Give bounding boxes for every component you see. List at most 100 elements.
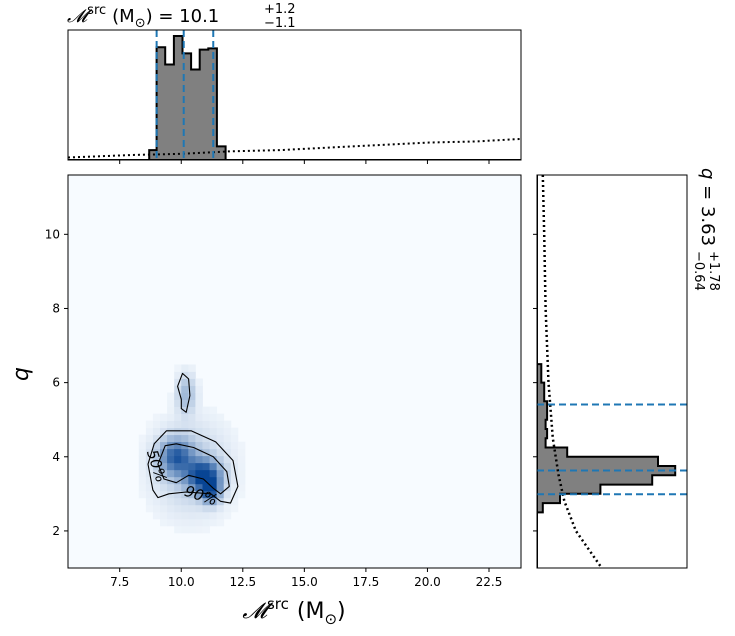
density-cell [188,406,196,415]
contour-line-50pct [157,443,230,495]
density-cell [209,406,218,415]
density-cell [195,455,203,464]
density-cell [223,504,232,513]
density-cell [152,427,161,436]
density-cell [174,392,182,400]
density-cell [223,490,232,499]
density-cell [152,504,161,513]
density-cell [160,455,168,464]
density-cell [167,420,175,429]
density-cell [209,483,218,492]
density-cell [167,469,175,478]
joint-background [68,175,521,568]
density-cell [167,504,175,513]
top-title-lower-error: −1.1 [264,16,296,31]
density-cell [152,420,161,429]
density-cell [195,504,203,513]
density-cell [237,490,246,499]
density-cell [202,469,210,478]
density-cell [223,420,232,429]
density-cell [202,441,210,450]
density-cell [195,427,203,436]
density-cell [202,525,210,534]
density-cell [230,504,239,513]
density-cell [209,511,218,520]
density-cell [167,455,175,464]
right-title-lower-error: −0.64 [691,251,706,291]
top-marginal-ticks [119,160,490,164]
density-cell [167,392,175,400]
density-cell [138,455,147,464]
right-marginal-title: q = 3.63 +1.78 −0.64 [691,168,721,291]
density-cell [160,427,168,436]
density-cell [181,378,189,386]
density-cell [174,427,182,436]
density-cell [188,399,196,407]
density-cell [181,406,189,415]
density-cell [181,476,189,485]
y-tick-label: 10 [45,227,60,241]
density-cell [202,476,210,485]
density-cell [209,455,218,464]
density-cell [195,406,203,415]
density-cell [145,490,154,499]
density-cell [195,462,203,471]
right-title-main: q = 3.63 [697,168,718,246]
density-cell [223,434,232,443]
density-cell [174,420,182,429]
density-cell [216,434,225,443]
density-cell [174,511,182,520]
density-cell [181,511,189,520]
density-cell [160,490,168,499]
density-cell [195,483,203,492]
density-cell [174,441,182,450]
density-cell [174,448,182,457]
density-cell [195,525,203,534]
x-tick-label: 7.5 [110,575,129,589]
density-cell [152,490,161,499]
density-cell [202,427,210,436]
density-cell [174,455,182,464]
density-cell [160,511,168,520]
density-cell [181,525,189,534]
x-tick-label: 15.0 [291,575,318,589]
density-cell [160,434,168,443]
density-cell [160,518,168,527]
density-cell [216,511,225,520]
density-cell [202,413,210,422]
y-tick-label: 6 [52,376,60,390]
density-cell [237,455,246,464]
density-cell [202,504,210,513]
density-cell [145,434,154,443]
density-cell [160,413,168,422]
density-cell [188,434,196,443]
density-cell [181,434,189,443]
density-cell [138,434,147,443]
density-cell [181,364,189,372]
density-cell [216,441,225,450]
density-cell [138,448,147,457]
density-cell [216,455,225,464]
top-marginal-background [68,30,521,160]
density-cell [223,441,232,450]
density-cell [216,427,225,436]
x-axis-label: 𝓜src (M⊙) [242,595,345,628]
density-cell [209,497,218,506]
density-cell [174,413,182,422]
top-marginal-panel [67,29,522,164]
density-cell [230,448,239,457]
density-cell [181,469,189,478]
density-cell [209,476,218,485]
density-cell [167,413,175,422]
density-cell [195,476,203,485]
density-cell [167,427,175,436]
density-cell [167,406,175,415]
right-marginal-frame [536,174,688,569]
density-cell [167,497,175,506]
density-cell [195,497,203,506]
right-marginal-ticks [533,233,537,532]
density-cell [152,448,161,457]
density-cell [174,434,182,443]
x-tick-label: 17.5 [353,575,380,589]
joint-frame [67,174,522,569]
